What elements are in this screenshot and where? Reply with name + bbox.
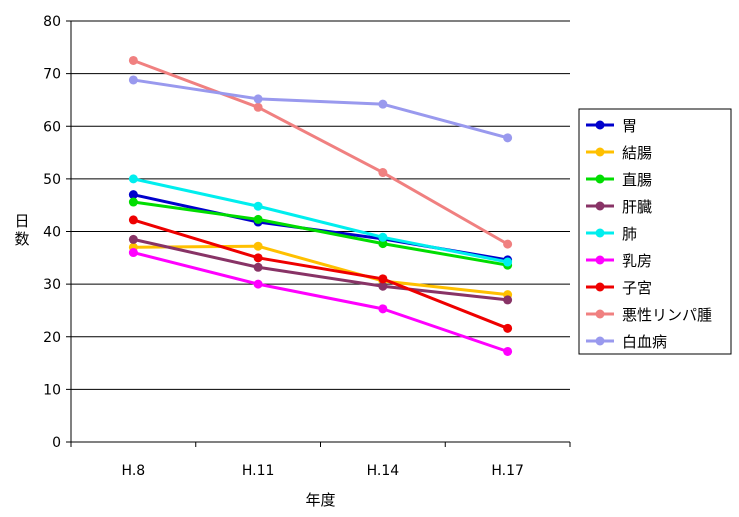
data-point xyxy=(253,262,263,272)
x-tick-label: H.8 xyxy=(122,463,146,479)
legend-label: 悪性リンパ腫 xyxy=(622,306,712,324)
legend-item: 直腸 xyxy=(586,171,652,189)
legend-label: 肝臓 xyxy=(622,198,652,216)
legend-item: 結腸 xyxy=(586,144,652,162)
axes: 0 10 20 30 40 50 60 70 80 H.8 H.11 H.14 H.17 年度 日数 xyxy=(14,14,571,509)
y-tick-label: 80 xyxy=(43,14,61,30)
series-lines xyxy=(128,55,513,356)
y-tick-label: 50 xyxy=(43,172,61,188)
y-tick-label: 0 xyxy=(52,435,61,451)
y-tick-label: 40 xyxy=(43,225,61,241)
series-9 xyxy=(128,75,513,143)
legend-label: 肺 xyxy=(622,225,637,243)
data-point xyxy=(253,279,263,289)
data-point xyxy=(378,281,388,291)
legend-swatch-marker xyxy=(595,228,605,238)
data-point xyxy=(128,75,138,85)
data-point xyxy=(378,274,388,284)
data-point xyxy=(378,304,388,314)
legend-label: 直腸 xyxy=(622,171,652,189)
legend-item: 子宮 xyxy=(586,279,652,297)
data-point xyxy=(253,102,263,112)
legend-swatch-marker xyxy=(595,255,605,265)
x-tick-label: H.17 xyxy=(491,463,524,479)
series-line xyxy=(132,218,509,330)
data-point xyxy=(503,257,513,267)
series-line xyxy=(133,244,508,297)
y-tick-label: 10 xyxy=(43,382,61,398)
data-point xyxy=(378,99,388,109)
series-line xyxy=(133,177,508,264)
legend-item: 白血病 xyxy=(586,333,667,351)
legend-item: 肝臓 xyxy=(586,198,652,216)
x-axis-title: 年度 xyxy=(305,491,335,509)
x-tick-label: H.14 xyxy=(367,463,400,479)
legend-label: 胃 xyxy=(622,117,637,135)
data-point xyxy=(378,232,388,242)
series-line xyxy=(132,59,509,246)
legend-item: 胃 xyxy=(586,117,637,135)
data-point xyxy=(128,55,138,65)
data-point xyxy=(253,241,263,251)
legend-swatch-marker xyxy=(595,120,605,130)
data-point xyxy=(128,197,138,207)
data-point xyxy=(503,239,513,249)
legend-label: 子宮 xyxy=(622,279,652,297)
data-point xyxy=(503,295,513,305)
data-point xyxy=(503,323,513,333)
data-point xyxy=(503,133,513,143)
legend-swatch-marker xyxy=(595,282,605,292)
data-point xyxy=(253,201,263,211)
data-point xyxy=(128,215,138,225)
y-tick-label: 70 xyxy=(43,67,61,83)
legend-swatch-marker xyxy=(595,309,605,319)
legend-item: 悪性リンパ腫 xyxy=(586,306,712,324)
legend-label: 乳房 xyxy=(622,252,652,270)
legend-label: 白血病 xyxy=(622,333,667,351)
series-8 xyxy=(128,55,513,249)
series-3 xyxy=(128,197,513,270)
x-tick-label: H.11 xyxy=(242,463,275,479)
data-point xyxy=(128,234,138,244)
legend-item: 乳房 xyxy=(586,252,652,270)
legend-item: 肺 xyxy=(586,225,637,243)
gridlines xyxy=(71,20,570,390)
series-line xyxy=(133,251,509,353)
y-axis-title: 日数 xyxy=(14,212,29,248)
series-7 xyxy=(128,215,513,333)
legend-swatch-marker xyxy=(595,336,605,346)
data-point xyxy=(253,214,263,224)
y-tick-label: 30 xyxy=(43,277,61,293)
data-point xyxy=(128,190,138,200)
data-point xyxy=(253,253,263,263)
legend-swatch-marker xyxy=(595,174,605,184)
legend-swatch-marker xyxy=(595,147,605,157)
series-line xyxy=(133,237,508,302)
series-6 xyxy=(128,248,513,356)
legend-label: 結腸 xyxy=(622,144,652,162)
series-line xyxy=(133,78,509,140)
data-point xyxy=(378,168,388,178)
data-point xyxy=(253,94,263,104)
series-4 xyxy=(128,234,513,305)
series-5 xyxy=(128,174,513,267)
data-point xyxy=(378,239,388,249)
series-1 xyxy=(128,190,513,265)
data-point xyxy=(128,248,138,258)
y-tick-label: 60 xyxy=(43,119,61,135)
legend-swatch-marker xyxy=(595,201,605,211)
series-line xyxy=(133,200,508,267)
data-point xyxy=(128,174,138,184)
y-tick-label: 20 xyxy=(43,330,61,346)
data-point xyxy=(503,346,513,356)
